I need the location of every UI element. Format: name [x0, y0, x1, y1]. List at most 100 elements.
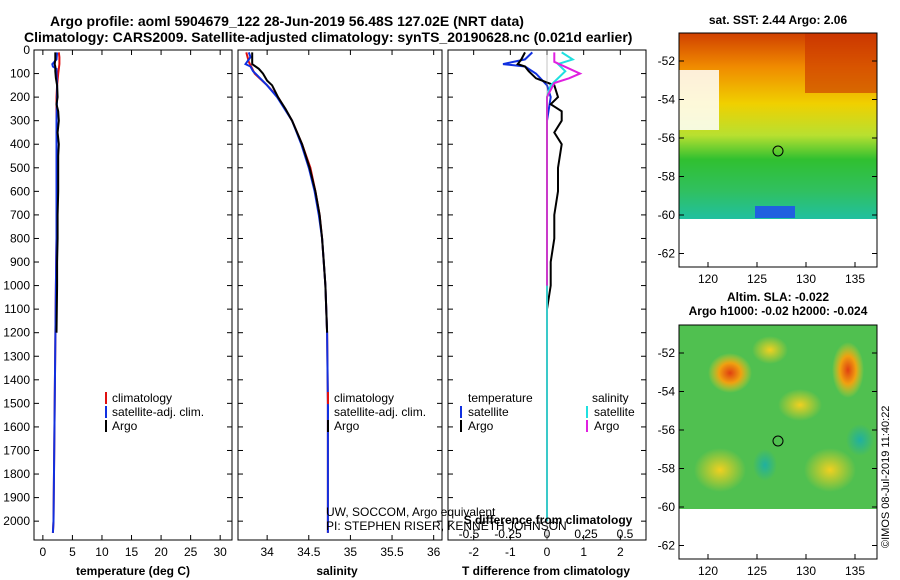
difference-legend: temperature satellite Argo salinity sate…: [460, 391, 635, 433]
x-tick-label: 25: [184, 545, 198, 559]
temperature-lines: [51, 52, 61, 533]
imos-watermark: ©IMOS 08-Jul-2019 11:40:22: [880, 406, 892, 548]
series-line: [245, 52, 329, 533]
temperature-ticks: 0 5 10 15 20 25 300100200300400500600700800900…: [3, 43, 232, 559]
difference-xlabel: T difference from climatology: [462, 564, 630, 578]
temperature-axes-frame: [33, 49, 233, 541]
sla-map-ticks: -52 -54 -56 -58 -60 -62 120 125 130 135: [658, 346, 877, 578]
y-tick-label: 1800: [3, 467, 30, 481]
legend-temp-argo-label: Argo: [468, 419, 494, 433]
difference-xlabel-top: S difference from climatology: [464, 513, 633, 527]
salinity-axes-frame: [237, 49, 443, 541]
x-tick-label: 10: [95, 545, 109, 559]
y-tick-label: 1000: [3, 279, 30, 293]
x-tick-label: -2: [468, 545, 479, 559]
x-tick-label-salinity: -0.5: [459, 527, 480, 541]
legend-temperature-title: temperature: [468, 391, 533, 405]
y-tick-label: 300: [10, 114, 30, 128]
y-tick-label: 200: [10, 90, 30, 104]
y-tick-label: 700: [10, 208, 30, 222]
map-lon-label: 120: [698, 272, 718, 286]
y-tick-label: 1200: [3, 326, 30, 340]
sla-map-title-2: Argo h1000: -0.02 h2000: -0.024: [689, 304, 868, 318]
difference-lines: [502, 50, 583, 540]
sla-blob: [846, 424, 874, 456]
x-tick-label: 1: [580, 545, 587, 559]
salinity-lines: [243, 52, 329, 533]
y-tick-label: 900: [10, 255, 30, 269]
sst-map: sat. SST: 2.44 Argo: 2.06 -52 -54 -56 -58 -6…: [658, 13, 878, 286]
x-tick-label: 35: [344, 545, 358, 559]
salinity-xlabel: salinity: [316, 564, 358, 578]
sla-map-frame: [678, 324, 878, 560]
sla-map: Altim. SLA: -0.022 Argo h1000: -0.02 h20…: [658, 290, 878, 578]
x-tick-label: 35.5: [380, 545, 404, 559]
salinity-legend: climatology satellite-adj. clim. Argo: [327, 391, 426, 433]
sla-blob: [694, 448, 746, 492]
x-tick-label: 2: [617, 545, 624, 559]
legend-temp-satellite-label: satellite: [468, 405, 509, 419]
map-lon-label: 135: [845, 564, 865, 578]
salinity-panel: 34 34.5 35 35.5 36 salinity climatology sate…: [237, 49, 567, 578]
x-tick-label-salinity: 0.5: [617, 527, 634, 541]
sla-map-title-1: Altim. SLA: -0.022: [727, 290, 829, 304]
legend-sal-argo-label: Argo: [594, 419, 620, 433]
legend-climatology-label: climatology: [334, 391, 394, 405]
map-lon-label: 130: [796, 564, 816, 578]
title-line-1: Argo profile: aoml 5904679_122 28-Jun-20…: [50, 13, 524, 29]
y-tick-label: 400: [10, 137, 30, 151]
y-tick-label: 0: [23, 43, 30, 57]
y-tick-label: 1300: [3, 349, 30, 363]
y-tick-label: 600: [10, 184, 30, 198]
y-tick-label: 1100: [4, 302, 30, 316]
sla-blob: [778, 389, 822, 421]
sla-blob: [804, 448, 856, 492]
salinity-ticks: 34 34.5 35 35.5 36: [238, 49, 442, 559]
map-lon-label: 125: [747, 272, 767, 286]
y-tick-label: 1600: [3, 420, 30, 434]
x-tick-label: 30: [213, 545, 227, 559]
y-tick-label: 1500: [3, 396, 30, 410]
map-lon-label: 130: [796, 272, 816, 286]
x-tick-label: -1: [505, 545, 516, 559]
series-line: [251, 52, 329, 333]
map-lon-label: 125: [747, 564, 767, 578]
y-tick-label: 100: [10, 67, 30, 81]
y-tick-label: 2000: [3, 514, 30, 528]
credit-line-2: PI: STEPHEN RISER, KENNETH JOHNSON: [326, 519, 567, 533]
x-tick-label: 5: [69, 545, 76, 559]
map-lat-label: -56: [658, 131, 676, 145]
sla-blob: [708, 353, 752, 393]
sst-map-title: sat. SST: 2.44 Argo: 2.06: [709, 13, 848, 27]
x-tick-label: 36: [427, 545, 441, 559]
series-line: [243, 52, 329, 533]
sst-map-frame: [678, 32, 878, 268]
x-tick-label: 15: [125, 545, 139, 559]
y-tick-label: 1900: [3, 491, 30, 505]
series-line: [53, 52, 60, 333]
map-lat-label: -62: [658, 247, 676, 261]
x-tick-label-salinity: -0.25: [494, 527, 522, 541]
legend-argo-label: Argo: [334, 419, 360, 433]
x-tick-label: 34.5: [297, 545, 321, 559]
map-lat-label: -60: [658, 208, 676, 222]
sst-map-cold-patch: [755, 206, 795, 218]
series-line: [516, 51, 563, 310]
legend-climatology-label: climatology: [112, 391, 172, 405]
title-line-2: Climatology: CARS2009. Satellite-adjuste…: [24, 29, 632, 45]
sst-map-warm-patch: [805, 33, 877, 93]
y-tick-label: 800: [10, 231, 30, 245]
series-line: [502, 51, 552, 286]
x-tick-label: 0: [544, 545, 551, 559]
argo-float-marker: [772, 145, 784, 157]
y-tick-label: 1400: [3, 373, 30, 387]
map-lat-label: -58: [658, 462, 676, 476]
map-lat-label: -56: [658, 423, 676, 437]
x-tick-label: 0: [40, 545, 47, 559]
sst-map-ticks: -52 -54 -56 -58 -60 -62 120 125 130 135: [658, 54, 877, 286]
sst-map-coast-patch: [679, 70, 719, 130]
sla-blob: [832, 342, 864, 398]
y-tick-label: 1700: [3, 443, 30, 457]
map-lat-label: -52: [658, 346, 676, 360]
